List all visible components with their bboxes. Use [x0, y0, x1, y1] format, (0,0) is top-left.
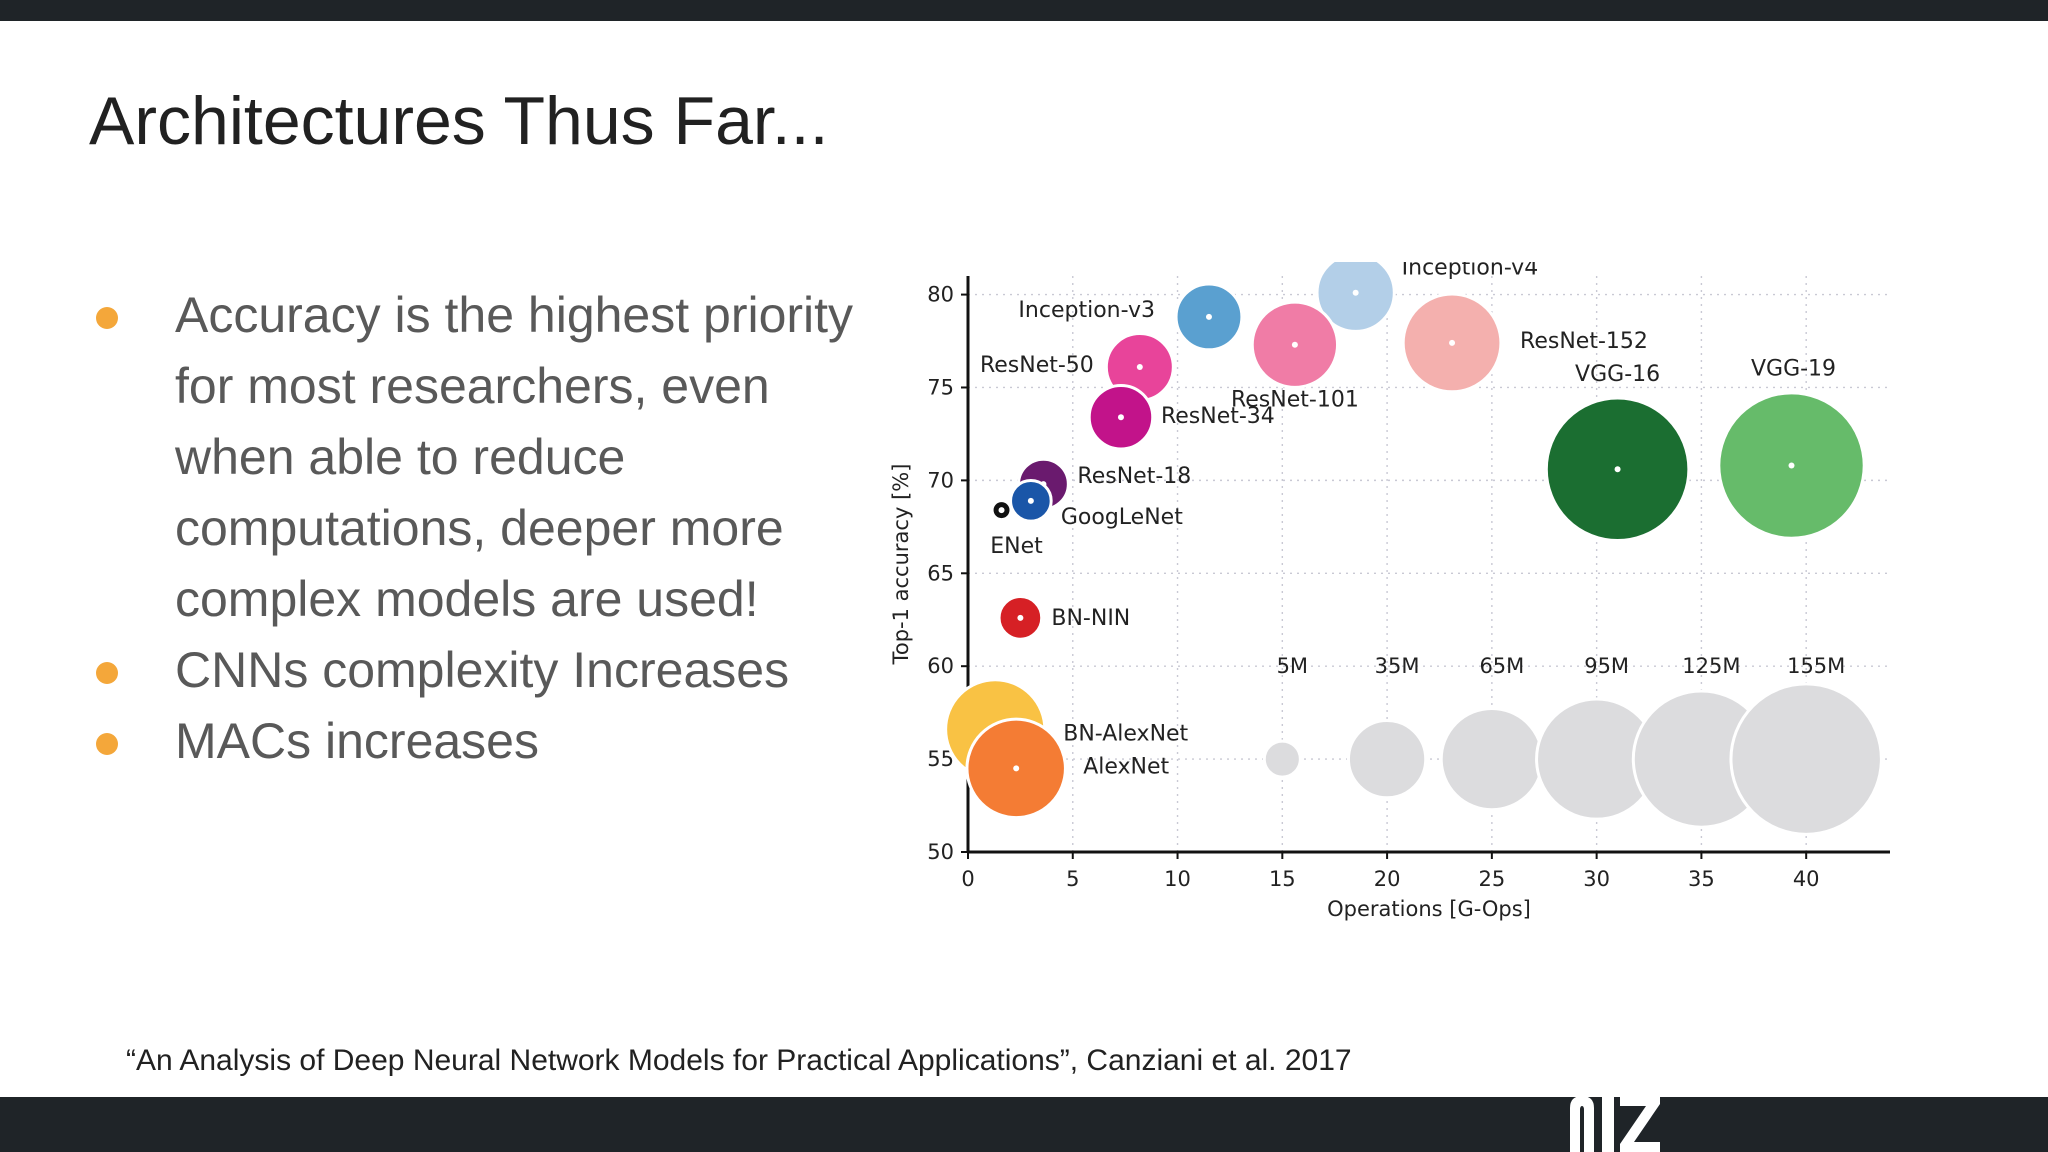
- bullet-text: Accuracy is the highest priority for mos…: [175, 287, 854, 627]
- x-tick-label: 10: [1164, 867, 1191, 891]
- x-axis-title: Operations [G-Ops]: [1327, 897, 1531, 921]
- size-legend-bubble: [1346, 718, 1428, 800]
- bubble-center-dot: [1614, 466, 1621, 473]
- bubble-center-dot: [1449, 339, 1456, 346]
- bubble-center-dot: [998, 507, 1005, 514]
- top-bar: [0, 0, 2048, 21]
- point-label: Inception-v4: [1402, 262, 1539, 281]
- bubble-center-dot: [1117, 414, 1124, 421]
- x-tick-label: 15: [1269, 867, 1296, 891]
- y-tick-label: 50: [927, 840, 954, 864]
- y-tick-label: 70: [927, 468, 954, 492]
- slide-title: Architectures Thus Far...: [89, 83, 829, 159]
- size-legend-label: 155M: [1787, 654, 1845, 678]
- size-legend-label: 95M: [1584, 654, 1629, 678]
- bottom-bar: [0, 1097, 2048, 1152]
- bubble-center-dot: [1788, 462, 1795, 469]
- x-tick-label: 25: [1478, 867, 1505, 891]
- logo-icon: [1570, 1096, 1660, 1152]
- bullet-dot-icon: [96, 662, 118, 684]
- x-tick-label: 30: [1583, 867, 1610, 891]
- bubble-center-dot: [1017, 614, 1024, 621]
- size-legend-bubble: [1729, 682, 1883, 836]
- size-legend-label: 65M: [1479, 654, 1524, 678]
- point-label: AlexNet: [1083, 754, 1169, 779]
- y-tick-label: 60: [927, 654, 954, 678]
- point-label: GoogLeNet: [1061, 505, 1183, 530]
- point-label: VGG-16: [1575, 362, 1660, 387]
- point-label: VGG-19: [1751, 357, 1836, 382]
- size-legend-label: 35M: [1375, 654, 1420, 678]
- y-tick-label: 80: [927, 283, 954, 307]
- point-label: Inception-v3: [1018, 298, 1155, 323]
- point-label: ResNet-101: [1231, 388, 1359, 413]
- size-legend: 5M 35M 65M 95M 125M 155M: [1262, 654, 1883, 836]
- point-label: BN-AlexNet: [1063, 721, 1188, 746]
- axes-layer: 0 5 10 15 20 25 30 35 4050556065707580Operations…: [889, 276, 1890, 921]
- point-label: ENet: [990, 534, 1043, 559]
- bullet-dot-icon: [96, 733, 118, 755]
- accuracy-vs-operations-chart: 0 5 10 15 20 25 30 35 4050556065707580Operations…: [889, 262, 1890, 921]
- y-tick-label: 65: [927, 561, 954, 585]
- size-legend-bubble: [1439, 706, 1545, 812]
- size-legend-label: 125M: [1682, 654, 1740, 678]
- bullet-text: CNNs complexity Increases: [175, 642, 790, 698]
- bullet-text: MACs increases: [175, 713, 539, 769]
- x-tick-label: 40: [1793, 867, 1820, 891]
- x-tick-label: 20: [1374, 867, 1401, 891]
- bullet-dot-icon: [96, 307, 118, 329]
- point-label: ResNet-18: [1077, 464, 1191, 489]
- point-label: ResNet-34: [1161, 404, 1275, 429]
- bubble-center-dot: [1205, 313, 1212, 320]
- bullet-item: MACs increases: [96, 706, 856, 777]
- bubble-center-dot: [1027, 497, 1034, 504]
- x-tick-label: 5: [1066, 867, 1079, 891]
- bubble-center-dot: [1291, 341, 1298, 348]
- y-tick-label: 75: [927, 375, 954, 399]
- x-tick-label: 35: [1688, 867, 1715, 891]
- citation: “An Analysis of Deep Neural Network Mode…: [126, 1044, 1352, 1077]
- bubble-center-dot: [1352, 289, 1359, 296]
- x-tick-label: 0: [961, 867, 974, 891]
- point-label: ResNet-50: [980, 353, 1094, 378]
- bubble-center-dot: [1013, 765, 1020, 772]
- bubble-layer: [944, 262, 1866, 820]
- point-label: BN-NIN: [1051, 606, 1130, 631]
- size-legend-label: 5M: [1277, 654, 1308, 678]
- bubble-center-dot: [1136, 364, 1143, 371]
- point-label: ResNet-152: [1520, 329, 1648, 354]
- label-layer: Inception-v4 ResNet-152 VGG-16 VGG-19 ResNet…: [980, 262, 1836, 779]
- bullet-list: Accuracy is the highest priority for mos…: [96, 280, 856, 777]
- y-axis-title: Top-1 accuracy [%]: [889, 464, 913, 666]
- bubble-inception-v4: [1315, 262, 1396, 333]
- size-legend-bubble: [1262, 739, 1302, 779]
- bullet-item: CNNs complexity Increases: [96, 635, 856, 706]
- bullet-item: Accuracy is the highest priority for mos…: [96, 280, 856, 635]
